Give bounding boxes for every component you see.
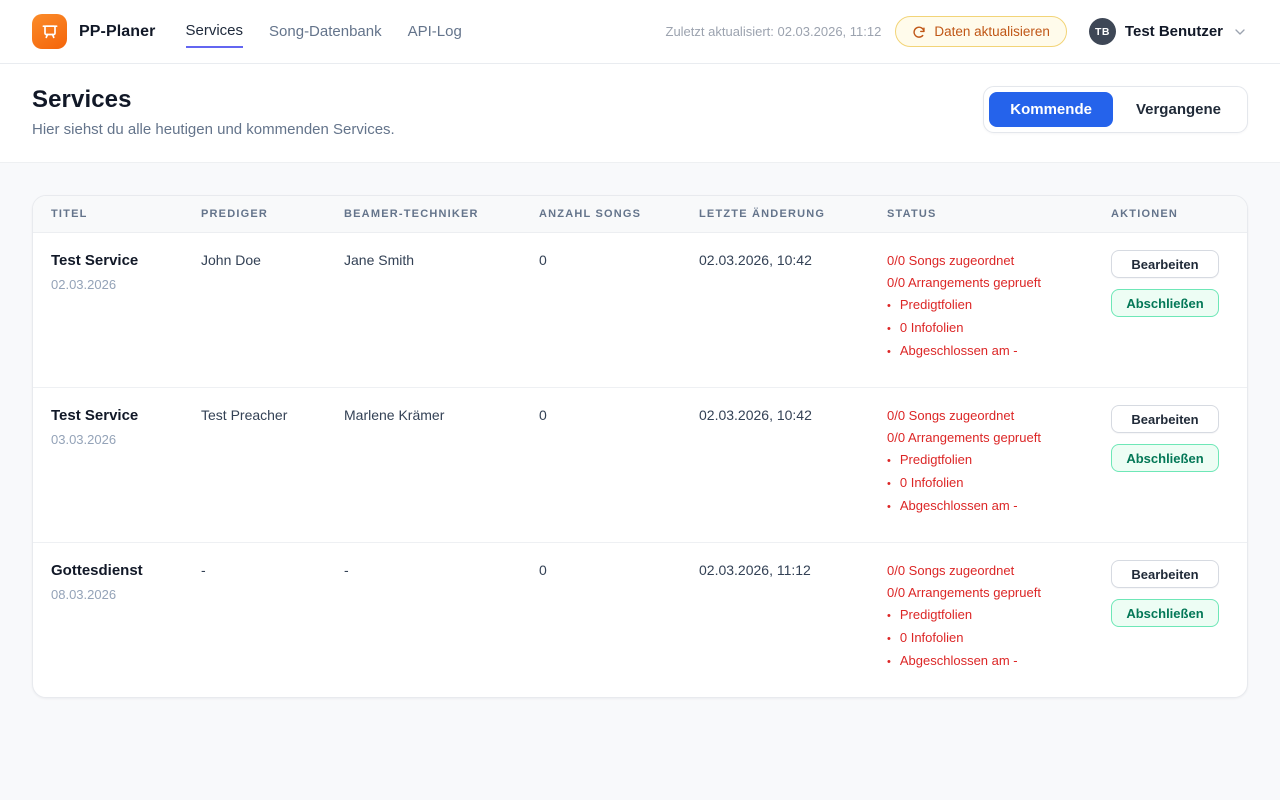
status-line: • Abgeschlossen am - bbox=[887, 650, 1099, 673]
bullet-icon: • bbox=[887, 501, 891, 513]
status-line: 0/0 Arrangements geprueft bbox=[887, 275, 1041, 290]
nav-item-services[interactable]: Services bbox=[185, 16, 244, 48]
top-navigation-bar: PP-Planer Services Song-Datenbank API-Lo… bbox=[0, 0, 1280, 64]
page-title: Services bbox=[32, 86, 132, 113]
bullet-icon: • bbox=[887, 656, 891, 668]
column-header-letzte-aenderung: Letzte Änderung bbox=[699, 196, 887, 233]
column-header-status: Status bbox=[887, 196, 1111, 233]
refresh-icon bbox=[912, 25, 926, 39]
table-row: Test Service 03.03.2026 Test Preacher Ma… bbox=[33, 388, 1247, 543]
status-line: • Abgeschlossen am - bbox=[887, 340, 1099, 363]
last-modified-cell: 02.03.2026, 10:42 bbox=[699, 252, 812, 268]
preacher-cell: John Doe bbox=[201, 252, 261, 268]
user-menu[interactable]: TB Test Benutzer bbox=[1088, 18, 1248, 45]
filter-tab-kommende[interactable]: Kommende bbox=[989, 92, 1113, 127]
last-modified-cell: 02.03.2026, 10:42 bbox=[699, 407, 812, 423]
preacher-cell: - bbox=[201, 562, 206, 578]
app-name: PP-Planer bbox=[79, 22, 156, 40]
bullet-icon: • bbox=[887, 478, 891, 490]
refresh-button-label: Daten aktualisieren bbox=[934, 24, 1050, 39]
beamer-technician-cell: Jane Smith bbox=[344, 252, 415, 268]
status-line: • Predigtfolien bbox=[887, 604, 1099, 627]
preacher-cell: Test Preacher bbox=[201, 407, 288, 423]
column-header-aktionen: Aktionen bbox=[1111, 196, 1247, 233]
complete-button[interactable]: Abschließen bbox=[1111, 599, 1219, 627]
complete-button[interactable]: Abschließen bbox=[1111, 289, 1219, 317]
status-line: 0/0 Songs zugeordnet bbox=[887, 253, 1015, 268]
bullet-icon: • bbox=[887, 610, 891, 622]
status-line: 0/0 Songs zugeordnet bbox=[887, 563, 1015, 578]
service-date: 03.03.2026 bbox=[51, 432, 117, 447]
page-header: Services Hier siehst du alle heutigen un… bbox=[0, 64, 1280, 163]
status-line: • Predigtfolien bbox=[887, 449, 1099, 472]
table-row: Test Service 02.03.2026 John Doe Jane Sm… bbox=[33, 233, 1247, 388]
status-line: • Abgeschlossen am - bbox=[887, 495, 1099, 518]
column-header-titel: Titel bbox=[33, 196, 201, 233]
bullet-icon: • bbox=[887, 633, 891, 645]
services-card: Titel Prediger Beamer-Techniker Anzahl S… bbox=[32, 195, 1248, 698]
main-nav: Services Song-Datenbank API-Log bbox=[185, 16, 462, 48]
status-line: 0/0 Songs zugeordnet bbox=[887, 408, 1015, 423]
song-count-cell: 0 bbox=[539, 407, 547, 423]
status-line: • 0 Infofolien bbox=[887, 627, 1099, 650]
chevron-down-icon bbox=[1232, 24, 1248, 40]
app-logo bbox=[32, 14, 67, 49]
beamer-technician-cell: - bbox=[344, 562, 349, 578]
services-table: Titel Prediger Beamer-Techniker Anzahl S… bbox=[33, 196, 1247, 697]
status-line: • 0 Infofolien bbox=[887, 472, 1099, 495]
status-line: • 0 Infofolien bbox=[887, 317, 1099, 340]
table-row: Gottesdienst 08.03.2026 - - 0 02.03.2026… bbox=[33, 543, 1247, 698]
nav-item-song-datenbank[interactable]: Song-Datenbank bbox=[269, 22, 382, 40]
service-title: Test Service bbox=[51, 252, 139, 269]
complete-button[interactable]: Abschließen bbox=[1111, 444, 1219, 472]
column-header-prediger: Prediger bbox=[201, 196, 344, 233]
status-line: 0/0 Arrangements geprueft bbox=[887, 585, 1041, 600]
user-avatar: TB bbox=[1088, 18, 1116, 45]
service-title: Test Service bbox=[51, 407, 139, 424]
page-subtitle: Hier siehst du alle heutigen und kommend… bbox=[32, 121, 395, 138]
edit-button[interactable]: Bearbeiten bbox=[1111, 560, 1219, 588]
bullet-icon: • bbox=[887, 300, 891, 312]
table-header-row: Titel Prediger Beamer-Techniker Anzahl S… bbox=[33, 196, 1247, 233]
last-updated-text: Zuletzt aktualisiert: 02.03.2026, 11:12 bbox=[665, 24, 882, 39]
filter-tab-vergangene[interactable]: Vergangene bbox=[1115, 92, 1242, 127]
refresh-data-button[interactable]: Daten aktualisieren bbox=[895, 16, 1067, 47]
service-filter-toggle: Kommende Vergangene bbox=[983, 86, 1248, 133]
song-count-cell: 0 bbox=[539, 562, 547, 578]
status-line: 0/0 Arrangements geprueft bbox=[887, 430, 1041, 445]
song-count-cell: 0 bbox=[539, 252, 547, 268]
beamer-technician-cell: Marlene Krämer bbox=[344, 407, 445, 423]
status-cell: 0/0 Songs zugeordnet 0/0 Arrangements ge… bbox=[887, 560, 1099, 673]
status-line: • Predigtfolien bbox=[887, 294, 1099, 317]
bullet-icon: • bbox=[887, 346, 891, 358]
status-cell: 0/0 Songs zugeordnet 0/0 Arrangements ge… bbox=[887, 405, 1099, 518]
main-content: Titel Prediger Beamer-Techniker Anzahl S… bbox=[0, 163, 1280, 730]
last-modified-cell: 02.03.2026, 11:12 bbox=[699, 562, 811, 578]
bullet-icon: • bbox=[887, 455, 891, 467]
status-cell: 0/0 Songs zugeordnet 0/0 Arrangements ge… bbox=[887, 250, 1099, 363]
user-name: Test Benutzer bbox=[1124, 23, 1223, 40]
brand: PP-Planer bbox=[32, 14, 156, 49]
edit-button[interactable]: Bearbeiten bbox=[1111, 250, 1219, 278]
service-date: 08.03.2026 bbox=[51, 587, 117, 602]
service-title: Gottesdienst bbox=[51, 562, 143, 579]
presentation-screen-icon bbox=[40, 22, 60, 42]
service-date: 02.03.2026 bbox=[51, 277, 117, 292]
nav-item-api-log[interactable]: API-Log bbox=[407, 22, 462, 40]
bullet-icon: • bbox=[887, 323, 891, 335]
edit-button[interactable]: Bearbeiten bbox=[1111, 405, 1219, 433]
column-header-anzahl-songs: Anzahl Songs bbox=[539, 196, 699, 233]
column-header-beamer-techniker: Beamer-Techniker bbox=[344, 196, 539, 233]
